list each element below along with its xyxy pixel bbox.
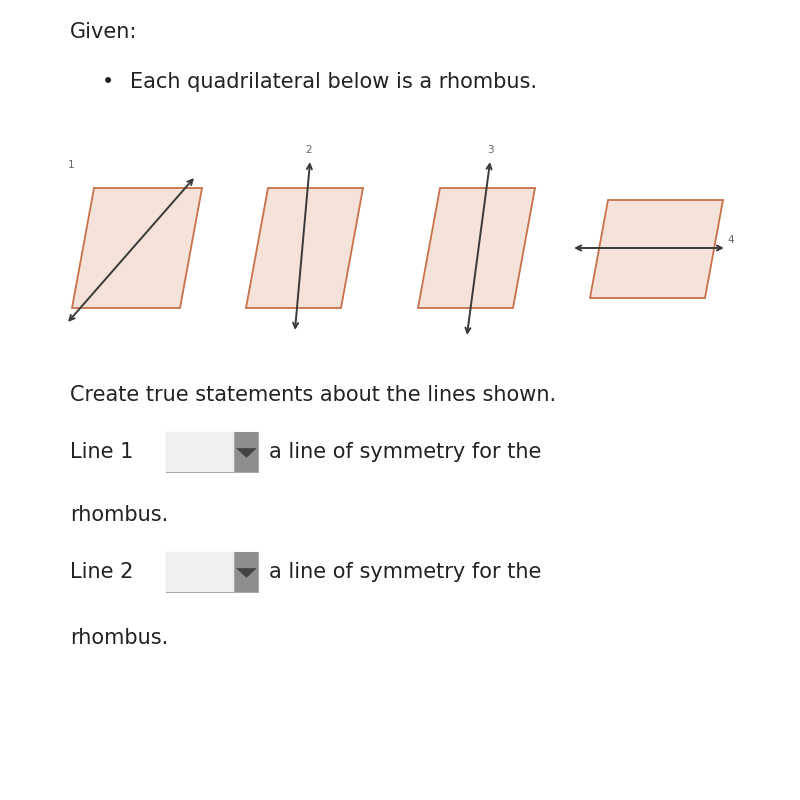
Text: 2: 2 bbox=[305, 145, 312, 155]
Text: •: • bbox=[102, 72, 114, 92]
FancyBboxPatch shape bbox=[166, 552, 258, 592]
Polygon shape bbox=[246, 188, 363, 308]
Polygon shape bbox=[418, 188, 535, 308]
Text: a line of symmetry for the: a line of symmetry for the bbox=[269, 562, 541, 582]
Polygon shape bbox=[72, 188, 202, 308]
Text: Each quadrilateral below is a rhombus.: Each quadrilateral below is a rhombus. bbox=[130, 72, 537, 92]
FancyBboxPatch shape bbox=[166, 552, 234, 592]
Text: 4: 4 bbox=[727, 235, 734, 245]
FancyBboxPatch shape bbox=[166, 432, 234, 472]
Polygon shape bbox=[236, 448, 257, 458]
Text: rhombus.: rhombus. bbox=[70, 505, 168, 525]
Text: a line of symmetry for the: a line of symmetry for the bbox=[269, 442, 541, 462]
Text: Line 1: Line 1 bbox=[70, 442, 134, 462]
FancyBboxPatch shape bbox=[234, 552, 258, 592]
Text: Create true statements about the lines shown.: Create true statements about the lines s… bbox=[70, 385, 556, 405]
Text: rhombus.: rhombus. bbox=[70, 628, 168, 648]
FancyBboxPatch shape bbox=[234, 432, 258, 472]
FancyBboxPatch shape bbox=[166, 432, 258, 472]
Polygon shape bbox=[590, 200, 723, 298]
Text: 1: 1 bbox=[68, 160, 74, 170]
Polygon shape bbox=[236, 568, 257, 578]
Text: Given:: Given: bbox=[70, 22, 138, 42]
Text: 3: 3 bbox=[487, 145, 494, 155]
Text: Line 2: Line 2 bbox=[70, 562, 134, 582]
